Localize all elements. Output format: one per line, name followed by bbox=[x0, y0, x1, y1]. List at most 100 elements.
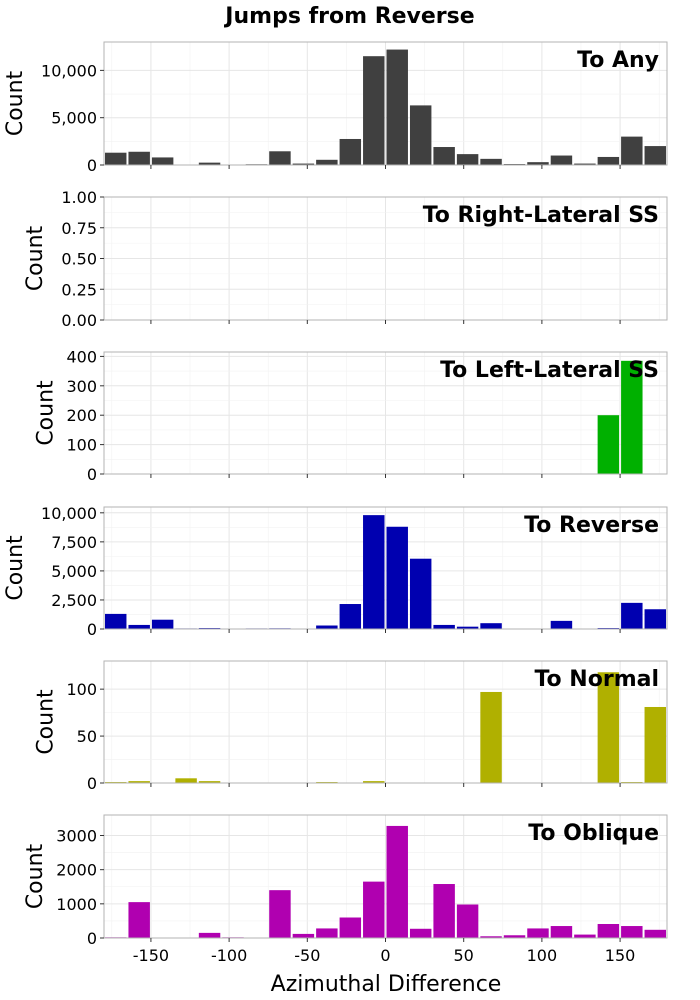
x-tick-label: -50 bbox=[294, 946, 320, 965]
bar bbox=[644, 706, 666, 783]
bar bbox=[292, 933, 315, 938]
y-tick-label: 0.25 bbox=[61, 280, 97, 299]
y-tick-label: 2000 bbox=[56, 861, 97, 880]
y-tick-label: 0.00 bbox=[61, 311, 97, 330]
x-tick-label: 50 bbox=[454, 946, 474, 965]
y-tick-label: 0 bbox=[87, 774, 97, 793]
x-tick-label: -100 bbox=[211, 946, 247, 965]
bar bbox=[527, 162, 549, 165]
bar bbox=[644, 609, 666, 629]
panel-title: To Oblique bbox=[528, 821, 659, 846]
x-tick-label: 150 bbox=[605, 946, 636, 965]
bar bbox=[363, 781, 385, 783]
bar bbox=[316, 159, 338, 165]
x-tick-label: 0 bbox=[380, 946, 390, 965]
bar bbox=[292, 163, 315, 165]
y-tick-label: 200 bbox=[66, 406, 97, 425]
bar bbox=[621, 602, 643, 629]
y-tick-label: 5,000 bbox=[51, 109, 97, 128]
bar bbox=[105, 613, 127, 629]
bar bbox=[433, 884, 455, 938]
y-axis-label: Count bbox=[3, 535, 28, 601]
y-axis-label: Count bbox=[23, 225, 48, 291]
y-tick-label: 5,000 bbox=[51, 562, 97, 581]
bar bbox=[386, 825, 408, 938]
bar bbox=[456, 626, 479, 629]
bar bbox=[480, 623, 502, 629]
bar bbox=[269, 151, 291, 165]
bar bbox=[269, 890, 291, 938]
bar bbox=[151, 619, 174, 629]
bar bbox=[433, 147, 455, 165]
y-tick-label: 0 bbox=[87, 156, 97, 175]
bar bbox=[574, 163, 596, 165]
panels: 0 5,000 10,000 Count To Any 0.00 0.25 0.50 0.75 1… bbox=[3, 41, 668, 965]
panel-to-any: 0 5,000 10,000 Count To Any bbox=[3, 41, 668, 175]
bar bbox=[339, 138, 362, 165]
bar bbox=[339, 604, 362, 629]
bar bbox=[409, 928, 432, 938]
bar bbox=[456, 154, 479, 165]
panel-to-right-lateral-ss: 0.00 0.25 0.50 0.75 1.00 Count To Right-Latera… bbox=[23, 188, 668, 330]
bar bbox=[198, 781, 221, 783]
y-tick-label: 3000 bbox=[56, 827, 97, 846]
bar bbox=[433, 624, 455, 629]
y-tick-label: 100 bbox=[66, 436, 97, 455]
y-tick-label: 2,500 bbox=[51, 591, 97, 610]
y-tick-label: 0.75 bbox=[61, 219, 97, 238]
y-tick-label: 400 bbox=[66, 347, 97, 366]
bar bbox=[550, 620, 573, 629]
panel-title: To Reverse bbox=[524, 513, 659, 538]
bar bbox=[480, 936, 502, 938]
bar bbox=[339, 917, 362, 938]
y-tick-label: 0 bbox=[87, 465, 97, 484]
panel-to-left-lateral-ss: 0 100 200 300 400 Count To Left-Lateral SS bbox=[33, 347, 668, 484]
bar bbox=[105, 152, 127, 165]
bar bbox=[386, 49, 408, 165]
panel-to-normal: 0 50 100 Count To Normal bbox=[33, 660, 668, 793]
y-tick-label: 50 bbox=[77, 727, 97, 746]
y-tick-label: 1.00 bbox=[61, 188, 97, 207]
x-axis-label: Azimuthal Difference bbox=[271, 972, 502, 997]
bar bbox=[128, 781, 150, 783]
bar bbox=[198, 932, 221, 938]
bar bbox=[527, 928, 549, 938]
bar bbox=[198, 162, 221, 165]
panel-title: To Normal bbox=[534, 667, 659, 692]
bar bbox=[480, 691, 502, 783]
chart-title: Jumps from Reverse bbox=[223, 4, 474, 29]
bar bbox=[550, 155, 573, 165]
y-tick-label: 100 bbox=[66, 680, 97, 699]
bar bbox=[621, 136, 643, 165]
bar bbox=[175, 778, 197, 783]
panel-title: To Right-Lateral SS bbox=[423, 203, 659, 228]
bar bbox=[621, 926, 643, 938]
y-tick-label: 7,500 bbox=[51, 533, 97, 552]
bar bbox=[480, 158, 502, 165]
panel-title: To Any bbox=[577, 48, 659, 73]
bar bbox=[128, 902, 150, 938]
bar bbox=[644, 146, 666, 165]
bar bbox=[128, 151, 150, 165]
bar bbox=[597, 156, 620, 165]
bar bbox=[363, 56, 385, 165]
y-axis-label: Count bbox=[33, 689, 58, 755]
bar bbox=[128, 624, 150, 629]
bar bbox=[597, 415, 620, 474]
y-axis-label: Count bbox=[3, 70, 28, 136]
y-tick-label: 10,000 bbox=[41, 61, 97, 80]
y-axis-label: Count bbox=[33, 380, 58, 446]
bar bbox=[597, 672, 620, 783]
y-tick-label: 10,000 bbox=[41, 504, 97, 523]
bar bbox=[409, 558, 432, 629]
y-axis-label: Count bbox=[23, 843, 48, 909]
bar bbox=[621, 360, 643, 474]
bar bbox=[316, 928, 338, 938]
panel-to-reverse: 0 2,500 5,000 7,500 10,000 Count To Reverse bbox=[3, 504, 668, 639]
bar bbox=[574, 934, 596, 938]
bar bbox=[644, 929, 666, 938]
panel-title: To Left-Lateral SS bbox=[440, 358, 659, 383]
bar bbox=[456, 904, 479, 938]
bar bbox=[316, 625, 338, 629]
